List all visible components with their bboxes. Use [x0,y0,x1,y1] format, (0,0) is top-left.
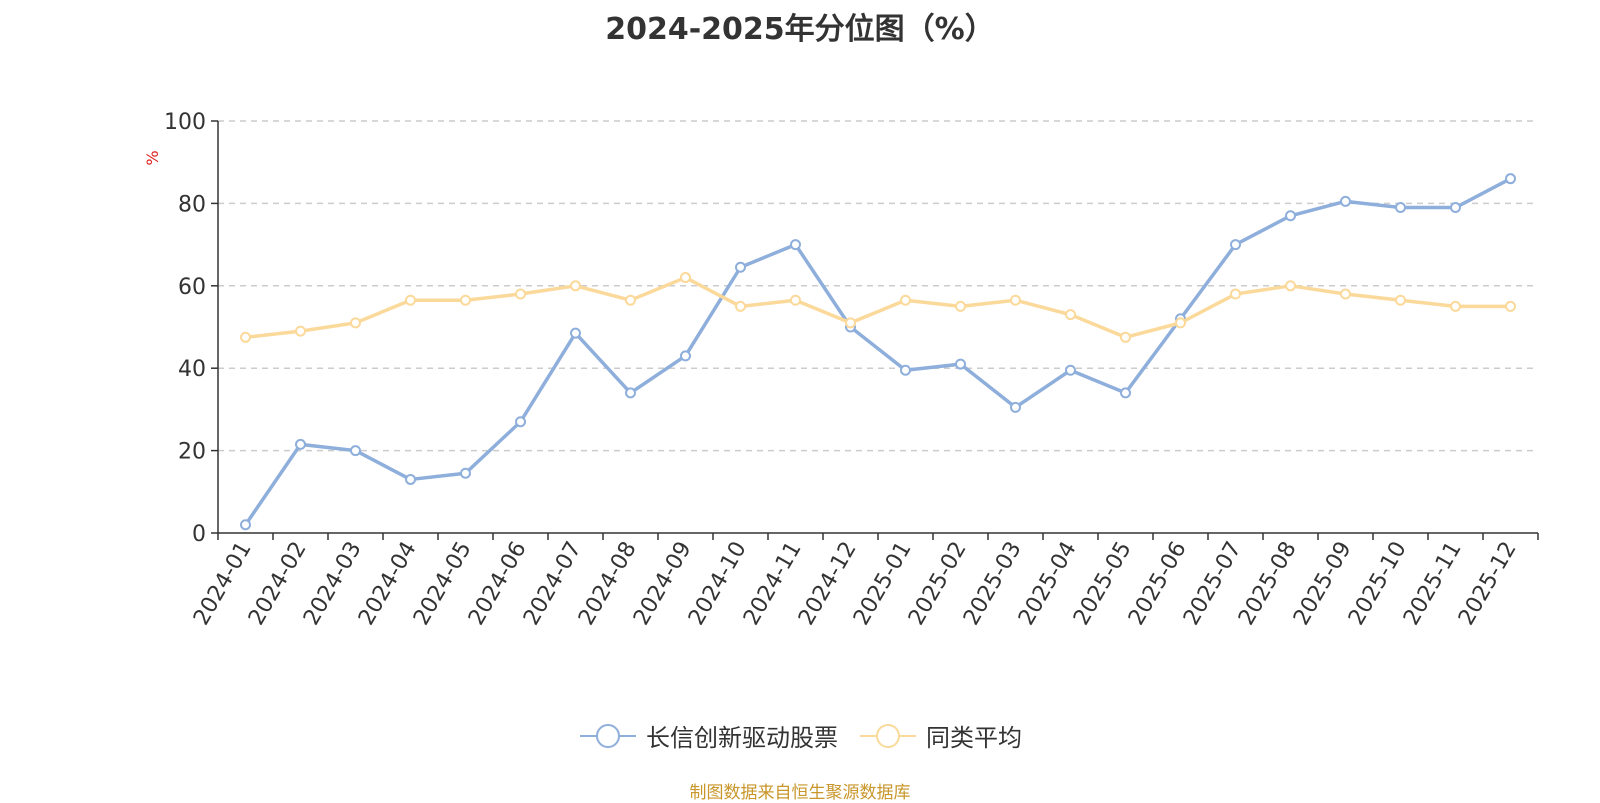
data-point-series-2-20 [1340,288,1351,300]
y-axis-label: % [143,150,162,165]
data-point-series-1-1 [295,438,306,450]
legend: 长信创新驱动股票 同类平均 [0,718,1600,753]
legend-marker-series-2 [860,723,916,748]
data-point-series-1-4 [460,467,471,479]
y-tick-label-2: 40 [178,357,206,382]
data-point-series-1-2 [350,445,361,457]
data-point-series-2-17 [1175,317,1186,329]
data-point-series-1-13 [955,358,966,370]
data-point-series-2-16 [1120,331,1131,343]
data-point-series-2-1 [295,325,306,337]
y-tick-label-1: 20 [178,440,206,465]
data-point-series-1-8 [680,350,691,362]
data-point-series-1-21 [1395,202,1406,214]
y-tick-label-4: 80 [178,192,206,217]
legend-marker-series-1 [580,723,636,748]
grid-layer [218,120,1538,452]
data-point-series-2-19 [1285,280,1296,292]
data-point-series-2-18 [1230,288,1241,300]
data-point-series-1-15 [1065,364,1076,376]
data-point-series-1-14 [1010,401,1021,413]
data-point-series-1-16 [1120,387,1131,399]
data-point-series-2-8 [680,272,691,284]
data-point-series-2-7 [625,294,636,306]
data-point-series-2-4 [460,294,471,306]
data-point-series-2-9 [735,300,746,312]
data-point-series-2-6 [570,280,581,292]
data-point-series-1-22 [1450,202,1461,214]
data-point-series-2-23 [1505,300,1516,312]
data-source-note: 制图数据来自恒生聚源数据库 [689,783,911,803]
data-point-series-1-23 [1505,173,1516,185]
legend-label-series-2: 同类平均 [926,724,1022,752]
data-point-series-1-6 [570,327,581,339]
data-point-series-2-13 [955,300,966,312]
legend-item-series-1[interactable]: 长信创新驱动股票 [578,718,838,753]
axis-layer: 0204060801002024-012024-022024-032024-04… [164,110,1539,630]
data-point-series-1-3 [405,473,416,485]
legend-label-series-1: 长信创新驱动股票 [646,724,838,752]
series-line-1 [244,177,1512,526]
data-point-series-1-5 [515,416,526,428]
y-tick-label-5: 100 [164,110,206,135]
data-point-series-1-10 [790,239,801,251]
data-point-series-2-5 [515,288,526,300]
data-point-series-2-2 [350,317,361,329]
data-point-series-2-11 [845,317,856,329]
series-layer [240,173,1516,531]
data-point-series-2-10 [790,294,801,306]
data-point-series-1-9 [735,261,746,273]
data-point-series-1-0 [240,519,251,531]
data-point-series-2-15 [1065,309,1076,321]
data-point-series-2-3 [405,294,416,306]
data-point-series-1-7 [625,387,636,399]
y-tick-label-3: 60 [178,275,206,300]
y-tick-label-0: 0 [192,522,206,547]
data-point-series-2-22 [1450,300,1461,312]
chart-title: 2024-2025年分位图（%） [605,12,995,47]
data-point-series-2-12 [900,294,911,306]
data-point-series-1-20 [1340,195,1351,207]
data-point-series-1-18 [1230,239,1241,251]
data-point-series-1-12 [900,364,911,376]
data-point-series-2-14 [1010,294,1021,306]
legend-item-series-2[interactable]: 同类平均 [858,718,1022,753]
data-point-series-2-0 [240,331,251,343]
data-point-series-2-21 [1395,294,1406,306]
series-line-2 [245,275,1511,340]
data-point-series-1-19 [1285,210,1296,222]
